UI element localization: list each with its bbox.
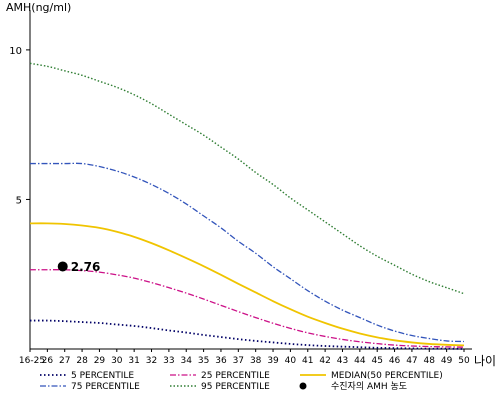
legend-item: MEDIAN(50 PERCENTILE)	[300, 371, 443, 381]
x-tick-label: 16-25	[19, 356, 45, 366]
legend: 5 PERCENTILE 25 PERCENTILE MEDIAN(50 PERCE…	[40, 371, 443, 392]
series-line-25-percentile	[30, 269, 465, 348]
x-tick-label: 31	[128, 356, 139, 366]
x-tick-label: 30	[111, 356, 123, 366]
series-line-75-percentile	[30, 162, 465, 343]
x-tick-label: 39	[267, 356, 279, 366]
x-tick-label: 48	[424, 356, 436, 366]
x-tick-label: 36	[215, 356, 227, 366]
x-tick-label: 40	[285, 356, 297, 366]
legend-item: 수진자의 AMH 농도	[299, 381, 407, 392]
x-tick-label: 47	[406, 356, 417, 366]
x-tick-label: 49	[441, 356, 453, 366]
x-tick-label: 38	[250, 356, 262, 366]
y-axis-label: AMH(ng/ml)	[6, 1, 71, 14]
x-tick-label: 43	[337, 356, 348, 366]
x-tick-label: 37	[233, 356, 244, 366]
legend-label: 5 PERCENTILE	[71, 371, 134, 381]
legend-label: 25 PERCENTILE	[201, 371, 270, 381]
legend-label: 95 PERCENTILE	[201, 382, 270, 392]
patient-marker: 2.76	[57, 260, 101, 274]
x-tick-label: 35	[198, 356, 209, 366]
series-line-5-percentile	[29, 319, 465, 350]
legend-item: 95 PERCENTILE	[170, 382, 270, 392]
x-tick-label: 34	[181, 356, 193, 366]
y-tick-label: 5	[16, 195, 22, 206]
series-line-95-percentile	[29, 62, 465, 295]
x-tick-label: 33	[163, 356, 174, 366]
y-tick-label: 10	[9, 46, 22, 57]
x-tick-label: 42	[319, 356, 330, 366]
x-tick-label: 32	[146, 356, 157, 366]
legend-item: 5 PERCENTILE	[40, 371, 134, 381]
x-tick-label: 50	[458, 356, 470, 366]
x-tick-label: 45	[371, 356, 382, 366]
series-line-median-50-percentile	[29, 222, 465, 347]
x-tick-label: 29	[94, 356, 106, 366]
x-tick-label: 41	[302, 356, 313, 366]
x-tick-label: 44	[354, 356, 366, 366]
patient-amh-value-label: 2.76	[71, 260, 101, 274]
x-tick-label: 26	[42, 356, 54, 366]
legend-label: 75 PERCENTILE	[71, 382, 140, 392]
legend-item: 75 PERCENTILE	[40, 382, 140, 392]
x-tick-label: 27	[59, 356, 70, 366]
series-lines	[29, 62, 465, 350]
axes	[29, 10, 472, 350]
x-tick-label: 46	[389, 356, 401, 366]
x-axis-label: 나이	[474, 354, 496, 368]
legend-label: MEDIAN(50 PERCENTILE)	[331, 371, 443, 381]
legend-label: 수진자의 AMH 농도	[331, 381, 407, 392]
patient-amh-point	[57, 261, 68, 272]
legend-item: 25 PERCENTILE	[170, 371, 270, 381]
legend-swatch	[299, 382, 307, 390]
x-tick-label: 28	[76, 356, 88, 366]
